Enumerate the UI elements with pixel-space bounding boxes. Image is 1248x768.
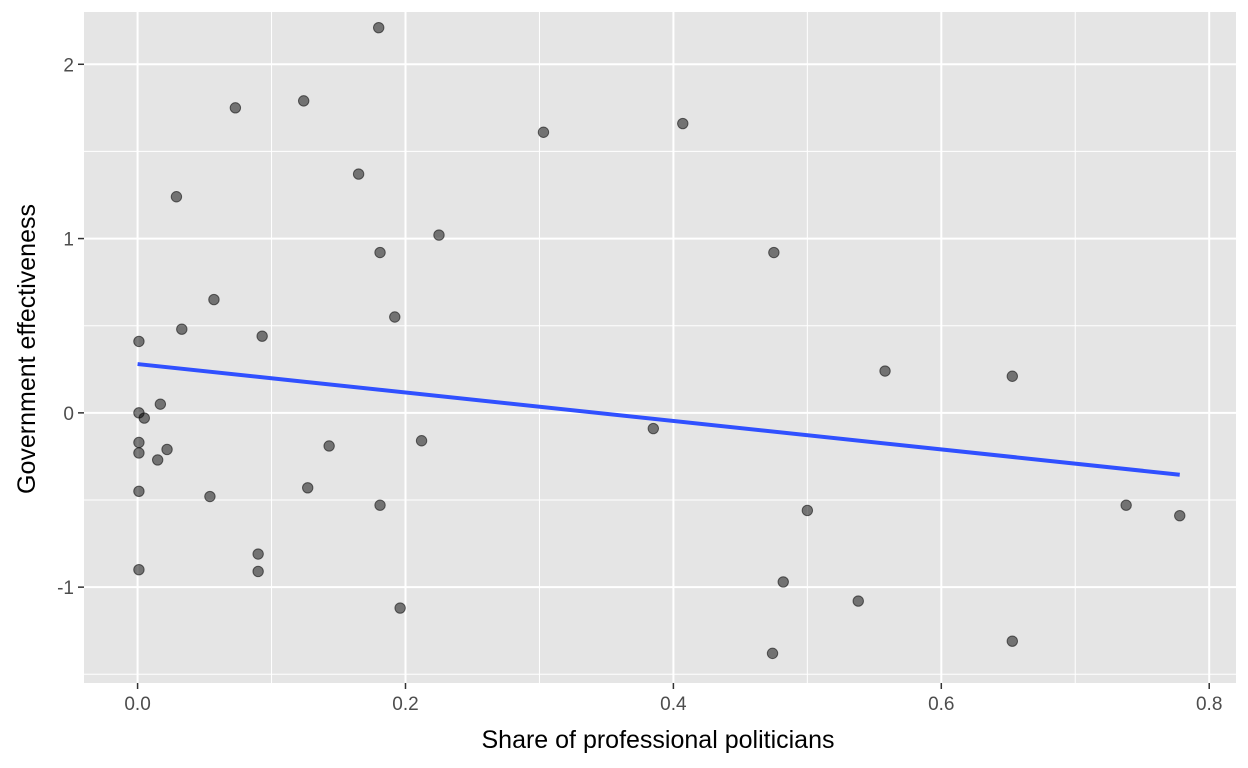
x-tick-label: 0.6 [928,694,954,715]
data-point [133,436,145,449]
data-point [133,335,145,348]
y-axis-title: Government effectiveness [13,204,41,494]
data-point [1006,370,1018,382]
data-point [879,365,891,377]
x-tick-labels: 0.0 0.2 0.4 0.6 0.8 [124,694,1222,715]
data-point [433,229,445,241]
grid-major [84,12,1236,683]
y-tick-label: 2 [63,55,74,76]
grid-minor [84,12,1236,683]
x-tick-label: 0.0 [124,694,150,715]
x-tick-label: 0.4 [660,694,687,715]
data-point [302,482,314,494]
data-point [372,21,385,34]
data-point [801,504,814,517]
data-point [768,246,780,259]
plot-panel [84,12,1236,683]
y-tick-label: -1 [57,578,74,599]
data-point [777,576,789,588]
data-point [161,443,173,456]
x-axis-title: Share of professional politicians [482,726,835,754]
data-point [252,548,264,560]
data-point [133,564,145,576]
data-point [133,447,145,459]
y-tick-labels: -1 0 1 2 [57,55,74,599]
fit-line-group [137,362,1180,477]
data-point [374,499,386,511]
data-point [208,293,220,306]
data-point [297,95,310,107]
data-point [352,168,365,180]
data-point [374,246,386,259]
fit-line [137,362,1180,477]
data-point [229,102,242,114]
axis-ticks [78,63,1210,689]
data-point [204,490,216,503]
x-tick-label: 0.8 [1196,694,1222,715]
data-point [852,595,864,607]
data-point [151,454,164,466]
data-points [133,21,1186,660]
data-point [256,330,268,342]
y-tick-label: 0 [63,404,74,425]
data-point [138,412,150,424]
data-point [394,602,406,614]
data-point [176,323,188,335]
data-point [1120,499,1132,511]
data-point [1006,635,1018,647]
data-point [154,398,167,410]
data-point [677,117,689,130]
data-point [647,422,660,435]
data-point [766,647,779,660]
x-tick-label: 0.2 [392,694,418,715]
data-point [252,565,264,578]
data-point [537,126,550,138]
data-point [170,191,183,203]
y-tick-label: 1 [63,230,74,251]
data-point [133,485,145,497]
data-point [323,440,335,452]
data-point [389,311,401,323]
data-point [415,435,428,447]
data-point [1174,509,1186,522]
